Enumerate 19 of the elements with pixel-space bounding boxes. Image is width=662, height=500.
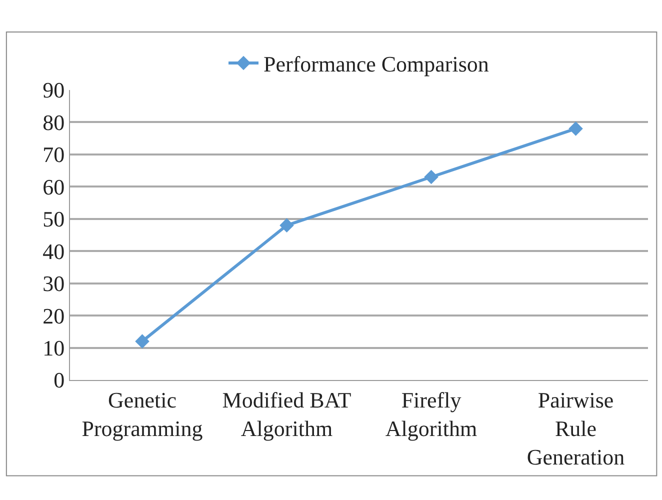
x-tick-label: Pairwise Rule Generation — [526, 387, 625, 470]
y-tick-label: 50 — [42, 206, 65, 232]
x-tick-label: Firefly Algorithm — [385, 387, 478, 441]
point — [280, 218, 294, 232]
y-tick-label: 60 — [42, 174, 65, 200]
point — [568, 122, 583, 136]
y-tick-label: 10 — [42, 335, 65, 360]
point — [135, 334, 150, 348]
x-tick-label: Modified BAT Algorithm — [222, 387, 352, 441]
x-tick-label: Genetic Programming — [82, 387, 203, 441]
y-tick-label: 80 — [42, 110, 65, 135]
y-tick-label: 90 — [42, 78, 65, 103]
y-tick-label: 30 — [42, 271, 65, 296]
y-tick-label: 70 — [42, 142, 65, 168]
y-tick-label: 0 — [54, 368, 65, 393]
y-tick-label: 20 — [42, 303, 65, 328]
y-tick-label: 40 — [42, 238, 65, 264]
point — [424, 170, 438, 184]
legend-label: Performance Comparison — [264, 52, 489, 77]
